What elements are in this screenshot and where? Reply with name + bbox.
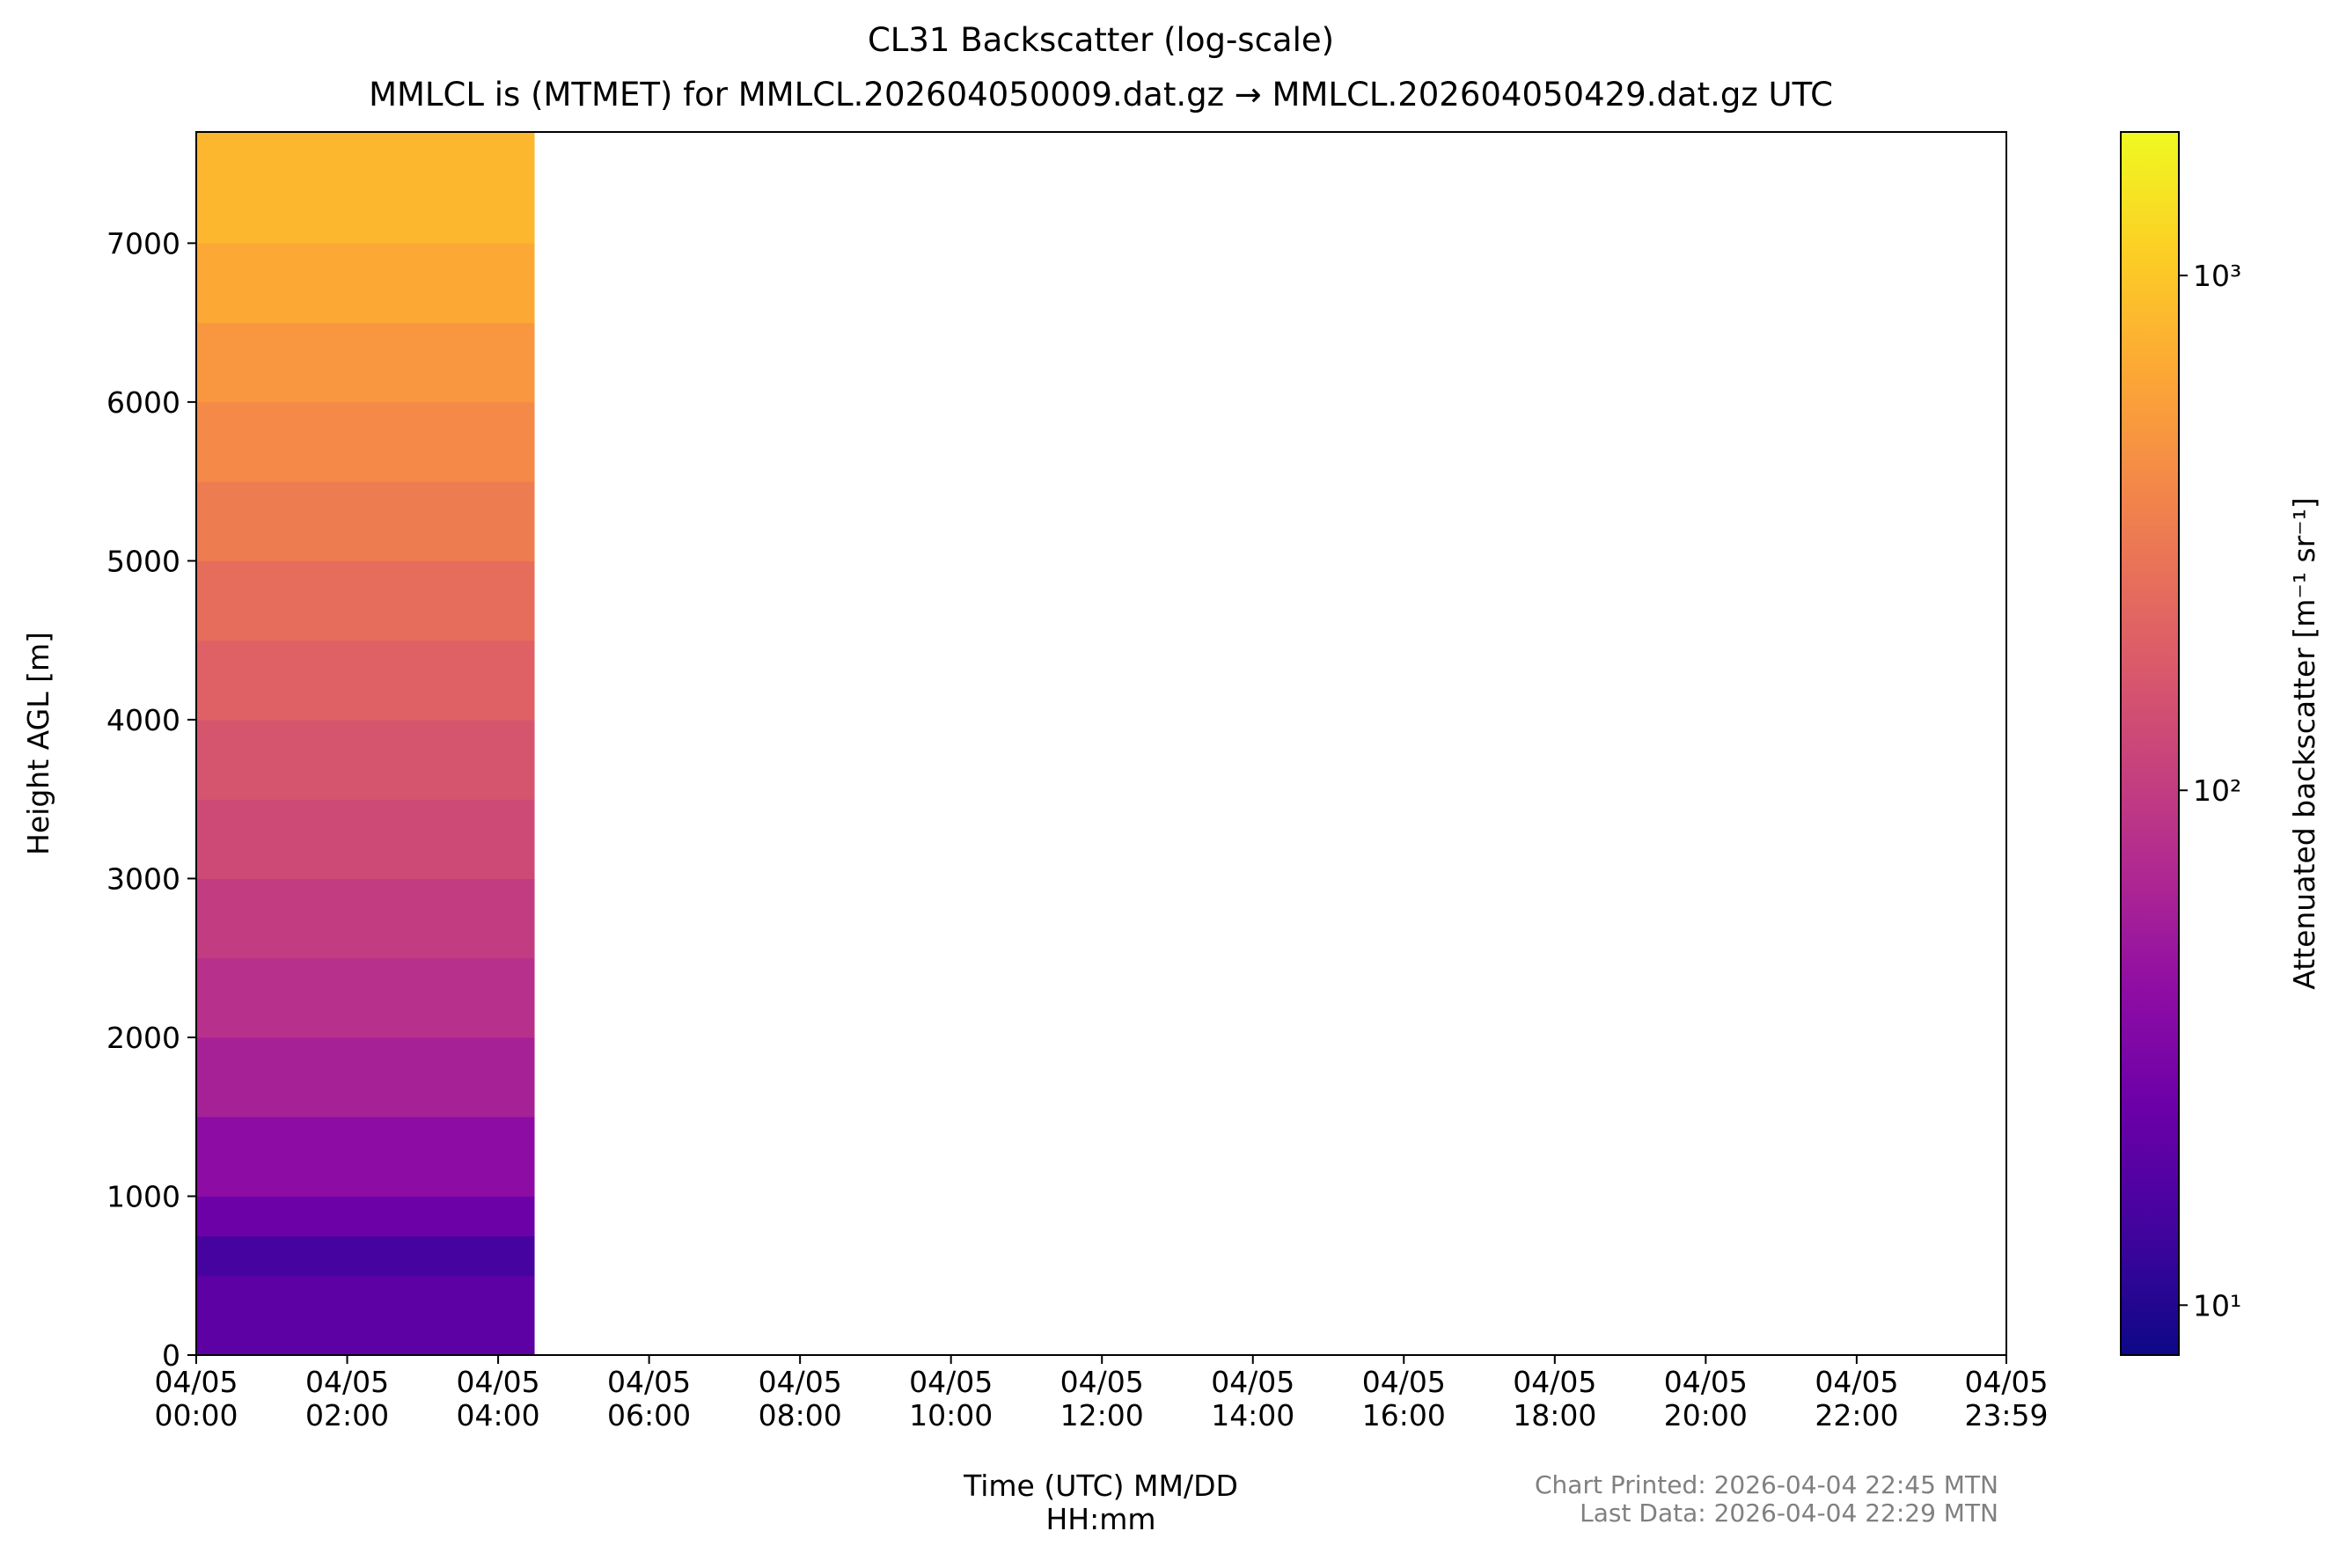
y-tick-label: 3000 bbox=[106, 861, 180, 896]
y-tick-label: 5000 bbox=[106, 544, 180, 578]
heatmap-cell bbox=[196, 640, 535, 721]
y-tick-label: 2000 bbox=[106, 1021, 180, 1055]
x-tick-label: 04/05 23:59 bbox=[1964, 1365, 2049, 1432]
chart-printed-note: Chart Printed: 2026-04-04 22:45 MTN bbox=[1534, 1470, 1998, 1499]
heatmap-cell bbox=[196, 957, 535, 1038]
y-tick-label: 0 bbox=[162, 1338, 180, 1373]
heatmap-cell bbox=[196, 1235, 535, 1277]
x-tick-label: 04/05 00:00 bbox=[154, 1365, 238, 1432]
heatmap-cell bbox=[196, 132, 535, 244]
y-tick-label: 4000 bbox=[106, 703, 180, 737]
x-tick-label: 04/05 18:00 bbox=[1513, 1365, 1597, 1432]
y-tick-label: 6000 bbox=[106, 385, 180, 420]
colorbar-tick-label: 10¹ bbox=[2193, 1288, 2241, 1323]
heatmap-cell bbox=[196, 1196, 535, 1237]
heatmap-cell bbox=[196, 401, 535, 482]
x-tick-label: 04/05 20:00 bbox=[1663, 1365, 1748, 1432]
heatmap-cell bbox=[196, 561, 535, 641]
colorbar bbox=[2120, 131, 2180, 1356]
heatmap-cell bbox=[196, 481, 535, 561]
colorbar-label: Attenuated backscatter [m⁻¹ sr⁻¹] bbox=[2287, 497, 2321, 990]
y-tick-label: 1000 bbox=[106, 1179, 180, 1213]
y-tick-label: 7000 bbox=[106, 226, 180, 260]
heatmap-cell bbox=[196, 1315, 535, 1356]
x-tick-label: 04/05 22:00 bbox=[1815, 1365, 1899, 1432]
x-tick-label: 04/05 10:00 bbox=[909, 1365, 994, 1432]
heatmap-cell bbox=[196, 1037, 535, 1117]
x-axis-label: Time (UTC) MM/DD HH:mm bbox=[964, 1469, 1238, 1536]
colorbar-tick-label: 10³ bbox=[2193, 259, 2241, 293]
last-data-note: Last Data: 2026-04-04 22:29 MTN bbox=[1580, 1498, 1998, 1528]
x-tick-label: 04/05 14:00 bbox=[1211, 1365, 1295, 1432]
x-tick-label: 04/05 06:00 bbox=[607, 1365, 692, 1432]
chart-title: CL31 Backscatter (log-scale) bbox=[868, 21, 1334, 59]
x-tick-label: 04/05 08:00 bbox=[758, 1365, 842, 1432]
heatmap-cell bbox=[196, 719, 535, 800]
y-axis-label: Height AGL [m] bbox=[21, 632, 55, 855]
x-tick-label: 04/05 02:00 bbox=[304, 1365, 390, 1432]
heatmap-cell bbox=[196, 878, 535, 959]
heatmap-cell bbox=[196, 243, 535, 324]
heatmap-cell bbox=[196, 322, 535, 403]
heatmap-cell bbox=[196, 1275, 535, 1316]
chart-subtitle: MMLCL is (MTMET) for MMLCL.202604050009.… bbox=[369, 76, 1833, 114]
x-tick-label: 04/05 16:00 bbox=[1361, 1365, 1446, 1432]
colorbar-tick-label: 10² bbox=[2193, 773, 2241, 808]
x-tick-label: 04/05 12:00 bbox=[1060, 1365, 1144, 1432]
heatmap-cell bbox=[196, 799, 535, 879]
x-tick-label: 04/05 04:00 bbox=[456, 1365, 540, 1432]
heatmap-cell bbox=[196, 1117, 535, 1197]
